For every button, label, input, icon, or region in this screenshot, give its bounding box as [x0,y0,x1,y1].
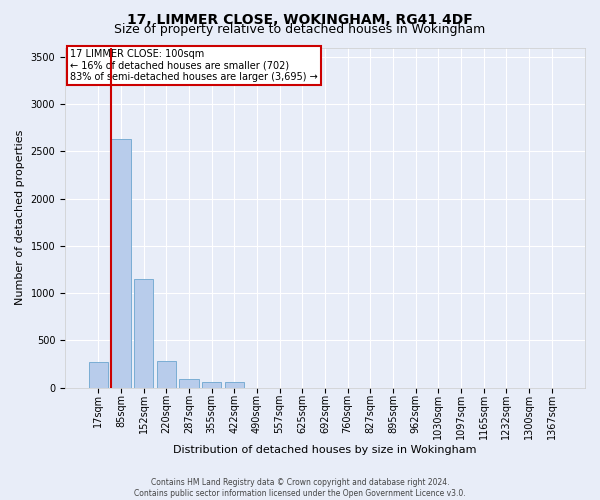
Bar [202,382,221,388]
Text: Size of property relative to detached houses in Wokingham: Size of property relative to detached ho… [115,22,485,36]
X-axis label: Distribution of detached houses by size in Wokingham: Distribution of detached houses by size … [173,445,477,455]
Text: 17 LIMMER CLOSE: 100sqm
← 16% of detached houses are smaller (702)
83% of semi-d: 17 LIMMER CLOSE: 100sqm ← 16% of detache… [70,49,318,82]
Bar [89,362,108,388]
Bar [157,361,176,388]
Bar [179,379,199,388]
Y-axis label: Number of detached properties: Number of detached properties [15,130,25,306]
Bar [112,139,131,388]
Text: Contains HM Land Registry data © Crown copyright and database right 2024.
Contai: Contains HM Land Registry data © Crown c… [134,478,466,498]
Bar [224,382,244,388]
Bar [134,279,153,388]
Text: 17, LIMMER CLOSE, WOKINGHAM, RG41 4DF: 17, LIMMER CLOSE, WOKINGHAM, RG41 4DF [127,12,473,26]
